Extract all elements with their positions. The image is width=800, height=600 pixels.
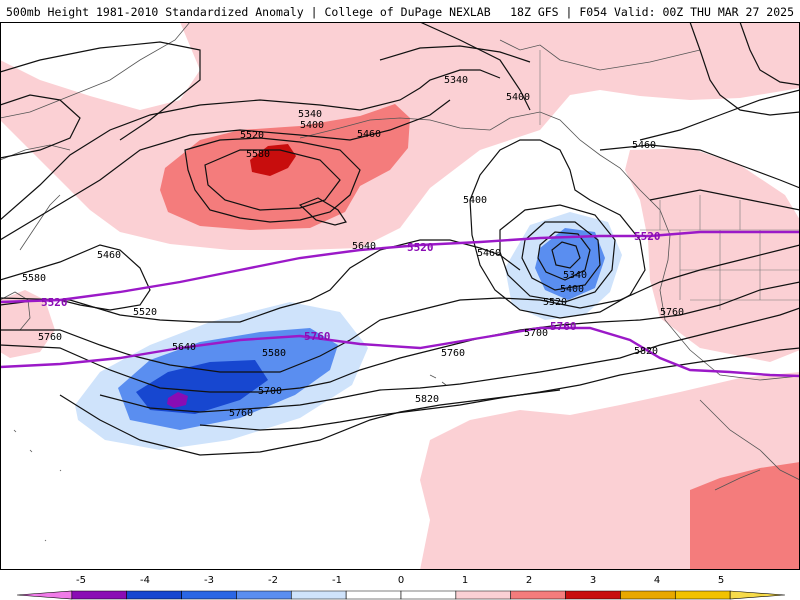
contour-label: 5340 xyxy=(444,75,468,86)
colorbar-tick-label: -3 xyxy=(204,575,214,586)
colorbar-bin xyxy=(126,590,182,600)
colorbar-bin xyxy=(455,590,512,600)
colorbar: -5 -4 -3 -2 -1 0 1 2 3 4 5 xyxy=(0,570,800,600)
contour-label: 5400 xyxy=(560,284,584,295)
contour-label: 5400 xyxy=(463,195,487,206)
contour-label: 5460 xyxy=(97,250,121,261)
contour-label: 5760 xyxy=(441,348,465,359)
political-boundaries xyxy=(539,50,800,310)
contour-label: 5400 xyxy=(506,92,530,103)
contour-label: 5340 xyxy=(563,270,587,281)
colorbar-tick-label: 4 xyxy=(654,575,660,586)
climo-label: 5520 xyxy=(634,230,661,243)
colorbar-bin xyxy=(400,590,457,600)
contour-label: 5580 xyxy=(246,149,270,160)
contour-label: 5700 xyxy=(258,386,282,397)
contour-label: 5640 xyxy=(172,342,196,353)
colorbar-bin xyxy=(345,590,402,600)
colorbar-ticks: -5 -4 -3 -2 -1 0 1 2 3 4 5 xyxy=(76,575,724,586)
contour-label: 5760 xyxy=(38,332,62,343)
contour-label: 5340 xyxy=(298,109,322,120)
contour-label: 5520 xyxy=(240,130,264,141)
colorbar-tick-label: -5 xyxy=(76,575,86,586)
contour-label: 5760 xyxy=(229,408,253,419)
colorbar-tick-label: 2 xyxy=(526,575,532,586)
contour-label: 5520 xyxy=(133,307,157,318)
colorbar-bin xyxy=(16,590,73,600)
run-info: 18Z GFS | F054 Valid: 00Z THU MAR 27 202… xyxy=(510,5,794,19)
contour-label: 5460 xyxy=(477,248,501,259)
anomaly-pos-1-left xyxy=(0,290,55,358)
contour-label: 5820 xyxy=(415,394,439,405)
colorbar-bin xyxy=(181,590,237,600)
climo-5520-line xyxy=(0,230,800,304)
contour-label: 5700 xyxy=(524,328,548,339)
contour-label: 5460 xyxy=(632,140,656,151)
colorbar-tick-label: 3 xyxy=(590,575,596,586)
contour-labels: 5340 5400 5340 5400 5520 5580 5460 5400 … xyxy=(22,75,684,419)
colorbar-bin xyxy=(565,590,621,600)
colorbar-tick-label: -2 xyxy=(268,575,278,586)
contour-label: 5640 xyxy=(352,241,376,252)
contour-label: 5460 xyxy=(357,129,381,140)
colorbar-bins xyxy=(16,590,786,600)
colorbar-bin xyxy=(674,590,731,600)
anomaly-pos-3-core xyxy=(250,144,296,176)
contour-label: 5580 xyxy=(22,273,46,284)
contour-label: 5520 xyxy=(543,297,567,308)
height-contours xyxy=(0,22,800,456)
colorbar-bin xyxy=(510,590,566,600)
contour-label: 5760 xyxy=(660,307,684,318)
climo-label: 5520 xyxy=(407,241,434,254)
colorbar-tick-label: -1 xyxy=(332,575,342,586)
colorbar-bin xyxy=(290,590,347,600)
climo-label: 5520 xyxy=(41,296,68,309)
climatology-lines xyxy=(0,230,800,378)
map-title: 500mb Height 1981-2010 Standardized Anom… xyxy=(6,5,491,19)
climatology-labels: 5520 5520 5520 5760 5760 xyxy=(41,230,661,343)
colorbar-bin xyxy=(620,590,676,600)
map-header: 500mb Height 1981-2010 Standardized Anom… xyxy=(0,0,800,22)
anomaly-neg-4-core xyxy=(167,392,188,408)
colorbar-bin xyxy=(236,590,292,600)
climo-label: 5760 xyxy=(550,320,577,333)
anomaly-map: 5340 5400 5340 5400 5520 5580 5460 5400 … xyxy=(0,22,800,570)
contour-label: 5400 xyxy=(300,120,324,131)
climo-5760-line xyxy=(0,326,800,378)
colorbar-tick-label: 5 xyxy=(718,575,724,586)
colorbar-tick-label: 1 xyxy=(462,575,468,586)
climo-label: 5760 xyxy=(304,330,331,343)
colorbar-bin xyxy=(729,590,786,600)
colorbar-bin xyxy=(71,590,128,600)
contour-label: 5820 xyxy=(634,346,658,357)
anomaly-pos-1-west-coast xyxy=(625,148,800,362)
contour-label: 5580 xyxy=(262,348,286,359)
colorbar-tick-label: 0 xyxy=(398,575,404,586)
colorbar-tick-label: -4 xyxy=(140,575,150,586)
